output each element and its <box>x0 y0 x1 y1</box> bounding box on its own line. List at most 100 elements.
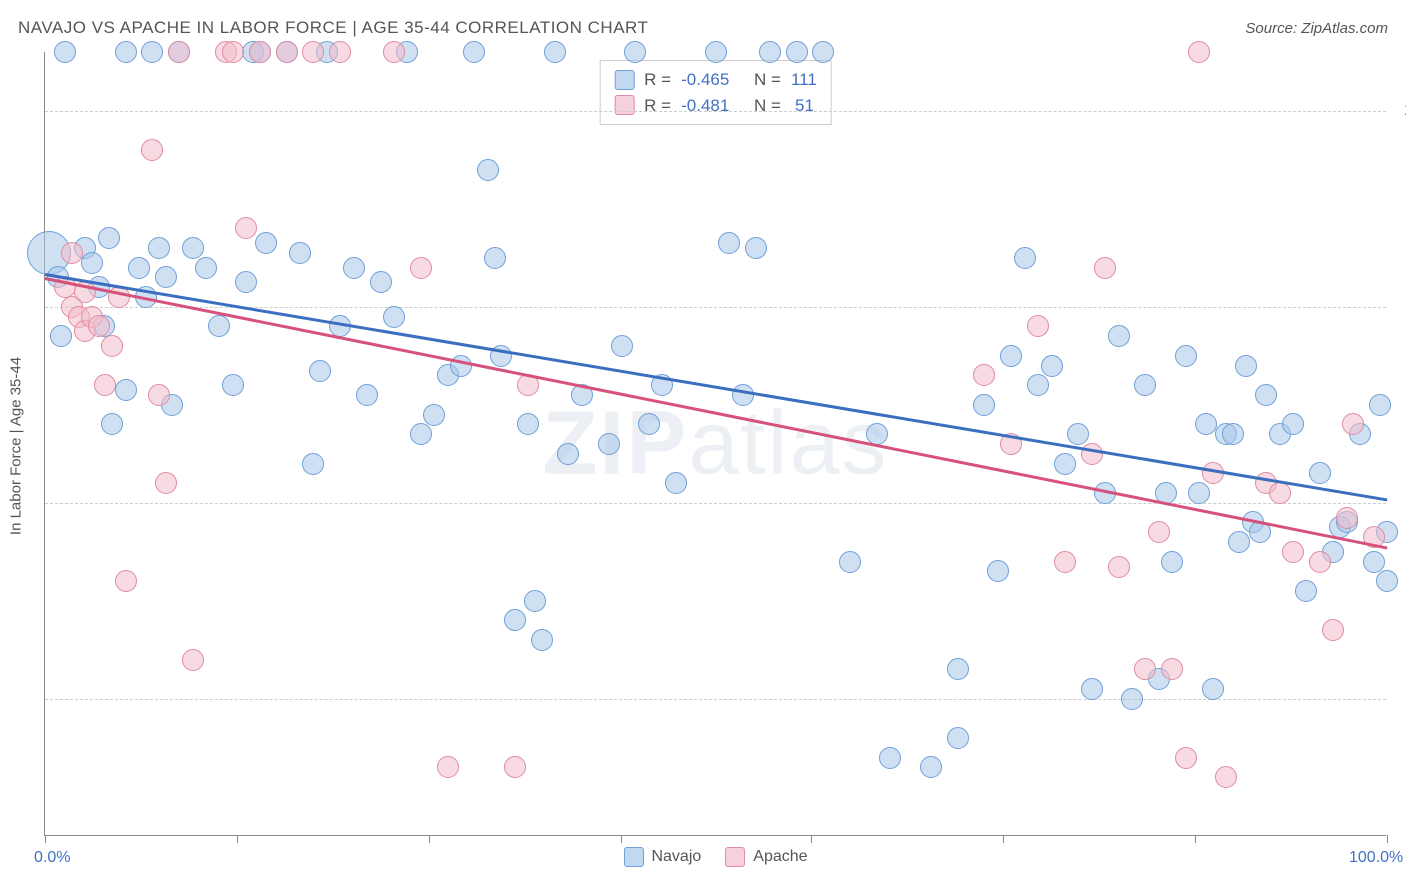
data-point <box>1195 413 1217 435</box>
source-attribution: Source: ZipAtlas.com <box>1245 20 1388 37</box>
data-point <box>1235 355 1257 377</box>
x-tick <box>237 835 238 843</box>
data-point <box>839 551 861 573</box>
x-tick <box>811 835 812 843</box>
gridline <box>45 699 1386 700</box>
data-point <box>1342 413 1364 435</box>
swatch-navajo-icon <box>623 847 643 867</box>
data-point <box>987 560 1009 582</box>
data-point <box>1175 747 1197 769</box>
data-point <box>484 247 506 269</box>
data-point <box>423 404 445 426</box>
data-point <box>88 315 110 337</box>
data-point <box>249 41 271 63</box>
data-point <box>383 41 405 63</box>
data-point <box>524 590 546 612</box>
data-point <box>370 271 392 293</box>
stats-row-apache: R = -0.481 N = 51 <box>614 93 817 119</box>
data-point <box>1188 41 1210 63</box>
data-point <box>1108 325 1130 347</box>
data-point <box>732 384 754 406</box>
x-tick <box>429 835 430 843</box>
data-point <box>195 257 217 279</box>
data-point <box>879 747 901 769</box>
data-point <box>450 355 472 377</box>
data-point <box>1376 570 1398 592</box>
data-point <box>611 335 633 357</box>
r-label: R = <box>644 93 671 119</box>
data-point <box>1148 521 1170 543</box>
data-point <box>141 139 163 161</box>
gridline <box>45 503 1386 504</box>
data-point <box>222 41 244 63</box>
data-point <box>1027 374 1049 396</box>
x-tick <box>1387 835 1388 843</box>
data-point <box>1309 551 1331 573</box>
n-label: N = <box>754 67 781 93</box>
swatch-navajo-icon <box>614 70 634 90</box>
x-tick <box>1003 835 1004 843</box>
data-point <box>1295 580 1317 602</box>
data-point <box>947 658 969 680</box>
chart-title: NAVAJO VS APACHE IN LABOR FORCE | AGE 35… <box>18 18 648 38</box>
data-point <box>182 237 204 259</box>
data-point <box>1161 658 1183 680</box>
data-point <box>1027 315 1049 337</box>
correlation-stats-box: R = -0.465 N = 111 R = -0.481 N = 51 <box>599 60 832 125</box>
data-point <box>718 232 740 254</box>
data-point <box>302 41 324 63</box>
data-point <box>437 756 459 778</box>
n-value: 111 <box>791 67 817 93</box>
data-point <box>1222 423 1244 445</box>
n-value: 51 <box>795 93 814 119</box>
stats-row-navajo: R = -0.465 N = 111 <box>614 67 817 93</box>
data-point <box>1282 541 1304 563</box>
data-point <box>638 413 660 435</box>
data-point <box>1081 443 1103 465</box>
data-point <box>973 394 995 416</box>
data-point <box>383 306 405 328</box>
data-point <box>598 433 620 455</box>
data-point <box>517 413 539 435</box>
data-point <box>356 384 378 406</box>
data-point <box>1215 766 1237 788</box>
data-point <box>1228 531 1250 553</box>
data-point <box>1322 619 1344 641</box>
data-point <box>947 727 969 749</box>
data-point <box>745 237 767 259</box>
data-point <box>1363 551 1385 573</box>
source-prefix: Source: <box>1245 20 1301 37</box>
data-point <box>544 41 566 63</box>
data-point <box>54 41 76 63</box>
y-axis-label: In Labor Force | Age 35-44 <box>8 357 25 535</box>
legend-label: Apache <box>753 848 807 866</box>
data-point <box>1054 453 1076 475</box>
data-point <box>1121 688 1143 710</box>
data-point <box>94 374 116 396</box>
n-label: N = <box>754 93 781 119</box>
data-point <box>1175 345 1197 367</box>
data-point <box>920 756 942 778</box>
x-tick <box>621 835 622 843</box>
r-value: -0.481 <box>681 93 729 119</box>
data-point <box>1067 423 1089 445</box>
data-point <box>1134 374 1156 396</box>
data-point <box>168 41 190 63</box>
data-point <box>1014 247 1036 269</box>
data-point <box>1369 394 1391 416</box>
data-point <box>235 217 257 239</box>
data-point <box>557 443 579 465</box>
r-value: -0.465 <box>681 67 729 93</box>
data-point <box>115 570 137 592</box>
data-point <box>1108 556 1130 578</box>
bottom-legend: Navajo Apache <box>623 847 807 867</box>
x-tick <box>1195 835 1196 843</box>
data-point <box>98 227 120 249</box>
data-point <box>1000 345 1022 367</box>
data-point <box>1094 257 1116 279</box>
data-point <box>410 257 432 279</box>
x-tick-label: 100.0% <box>1349 849 1403 867</box>
legend-label: Navajo <box>651 848 701 866</box>
data-point <box>786 41 808 63</box>
data-point <box>624 41 646 63</box>
